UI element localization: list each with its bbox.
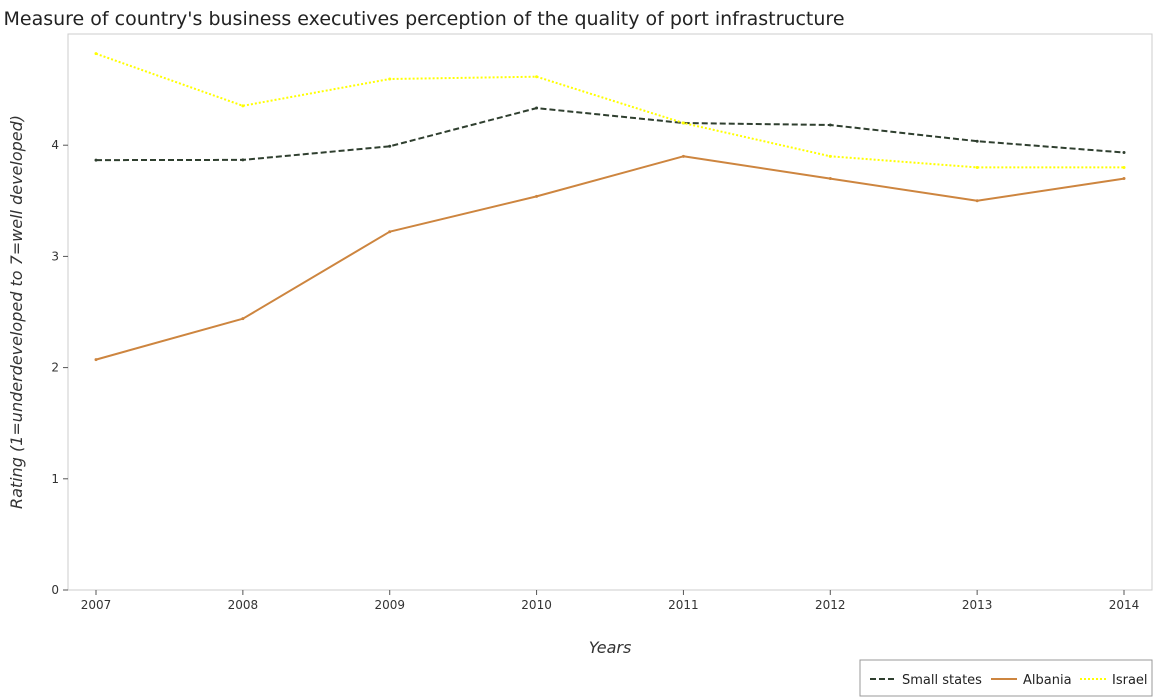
- data-point-albania: [828, 177, 832, 181]
- legend-label-small-states: Small states: [902, 673, 982, 688]
- x-tick-label: 2010: [521, 598, 552, 612]
- series-line-small-states: [95, 107, 1125, 162]
- data-point-albania: [241, 317, 245, 321]
- data-point-small-states: [241, 158, 245, 162]
- series-line-albania: [95, 155, 1125, 361]
- data-point-israel: [241, 104, 245, 108]
- y-axis-label: Rating (1=underdeveloped to 7=well devel…: [7, 115, 26, 509]
- legend-label-albania: Albania: [1023, 673, 1072, 688]
- x-axis-label: Years: [589, 638, 632, 657]
- data-point-albania: [1122, 177, 1126, 181]
- data-point-albania: [681, 154, 685, 158]
- y-tick-label: 3: [51, 249, 59, 263]
- data-point-israel: [94, 52, 98, 56]
- data-point-israel: [535, 75, 539, 79]
- series-line-israel: [95, 52, 1124, 169]
- x-tick-label: 2013: [962, 598, 993, 612]
- legend-label-israel: Israel: [1112, 673, 1148, 688]
- data-point-small-states: [975, 139, 979, 143]
- data-point-israel: [975, 165, 979, 169]
- x-tick-label: 2007: [81, 598, 112, 612]
- data-point-israel: [828, 154, 832, 158]
- legend: Small states Albania Israel: [859, 659, 1153, 697]
- x-tick-label: 2008: [228, 598, 259, 612]
- plot-area: [67, 33, 1153, 591]
- series-layer: [94, 52, 1126, 362]
- x-axis: 2007 2008 2009 2010 2011 2012 2013 2014: [81, 590, 1140, 612]
- y-axis: 0 1 2 3 4: [51, 138, 68, 597]
- data-point-small-states: [94, 158, 98, 162]
- data-point-israel: [681, 121, 685, 125]
- x-tick-label: 2011: [668, 598, 699, 612]
- y-tick-label: 1: [51, 472, 59, 486]
- data-point-israel: [388, 77, 392, 81]
- data-point-albania: [975, 199, 979, 203]
- y-tick-label: 4: [51, 138, 59, 152]
- data-point-albania: [388, 230, 392, 234]
- data-point-small-states: [828, 123, 832, 127]
- data-point-israel: [1122, 165, 1126, 169]
- data-point-small-states: [535, 106, 539, 110]
- x-tick-label: 2012: [815, 598, 846, 612]
- data-point-albania: [535, 194, 539, 198]
- x-tick-label: 2009: [374, 598, 405, 612]
- data-point-small-states: [1122, 151, 1126, 155]
- chart-title: Measure of country's business executives…: [3, 8, 844, 30]
- x-tick-label: 2014: [1109, 598, 1140, 612]
- y-tick-label: 0: [51, 583, 59, 597]
- data-point-small-states: [388, 144, 392, 148]
- y-tick-label: 2: [51, 361, 59, 375]
- data-point-albania: [94, 358, 98, 362]
